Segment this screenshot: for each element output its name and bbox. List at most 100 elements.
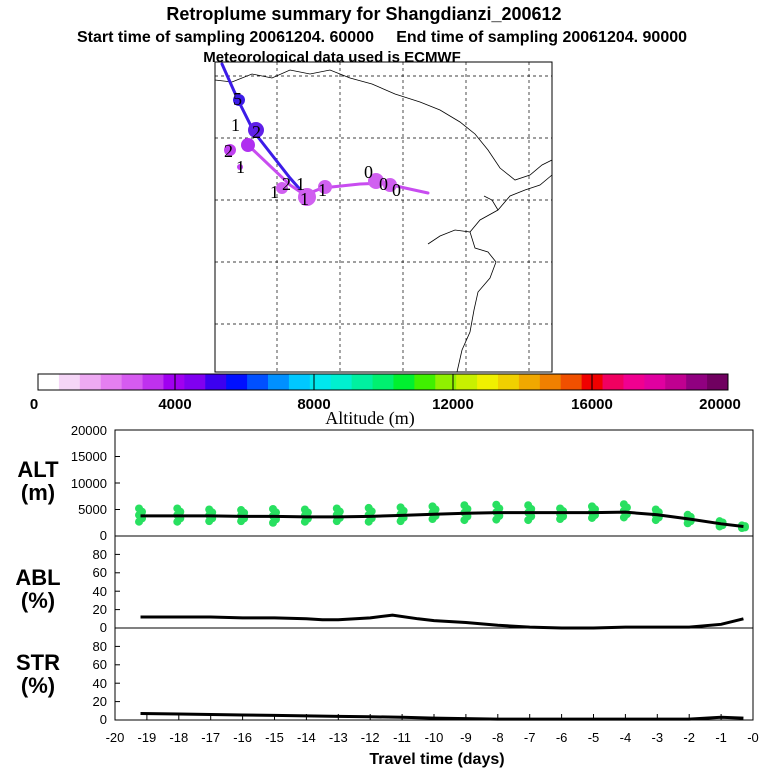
x-tick-label: -0 (747, 730, 759, 745)
alt-particle-dot (556, 504, 565, 513)
alt-particle-dot (492, 500, 501, 509)
colorbar-label: Altitude (m) (325, 408, 414, 429)
panel-gridlines (115, 456, 120, 703)
abl-unit: (%) (21, 588, 55, 613)
colorbar (37, 373, 729, 391)
colorbar-swatch (205, 374, 227, 390)
colorbar-swatch (330, 374, 353, 390)
abl-tick: 40 (93, 584, 107, 599)
map-frame (214, 61, 553, 373)
x-tick-label: -12 (361, 730, 380, 745)
abl-tick: 20 (93, 602, 107, 617)
colorbar-swatch (414, 374, 436, 390)
alt-particle-dot (396, 503, 405, 512)
alt-particle-dot (619, 500, 628, 509)
cluster-dot (298, 188, 316, 206)
str-tick: 80 (93, 639, 107, 654)
colorbar-swatch (602, 374, 624, 390)
alt-particle-dot (173, 504, 182, 513)
alt-tick: 10000 (71, 476, 107, 491)
colorbar-swatch (393, 374, 415, 390)
str-line (140, 712, 744, 721)
alt-particle-dot (269, 504, 277, 513)
x-tick-label: -6 (556, 730, 568, 745)
alt-particle-dot (588, 502, 596, 511)
colorbar-swatch (644, 374, 666, 390)
cluster-label: 0 (392, 180, 401, 200)
alt-particle-dot (460, 501, 469, 510)
cluster-dot (237, 164, 243, 170)
colorbar-swatch (309, 374, 332, 390)
alt-tick: 20000 (71, 423, 107, 438)
abl-tick: 60 (93, 565, 107, 580)
colorbar-swatch (79, 374, 102, 390)
x-tick-label: -7 (524, 730, 536, 745)
colorbar-swatch (351, 374, 374, 390)
alt-particle-dot (428, 502, 437, 511)
cluster-dot (318, 180, 332, 194)
colorbar-swatch (707, 374, 729, 390)
cluster-dot (248, 122, 264, 138)
colorbar-swatch (38, 374, 60, 390)
x-tick-label: -9 (460, 730, 472, 745)
cluster-label: 0 (364, 162, 373, 182)
x-tick-label: -8 (492, 730, 504, 745)
alt-unit: (m) (21, 480, 55, 505)
alt-particle-dot (651, 505, 660, 514)
colorbar-tick: 8000 (297, 396, 330, 413)
colorbar-swatch (498, 374, 520, 390)
str-unit: (%) (21, 673, 55, 698)
panel-frames (114, 429, 754, 721)
str-tick: 60 (93, 657, 107, 672)
alt-particle-dot (332, 504, 341, 513)
alt-particle-dot (300, 505, 309, 514)
cluster-dot (233, 94, 245, 106)
colorbar-swatch (58, 374, 81, 390)
colorbar-swatch (268, 374, 290, 390)
str-tick: 40 (93, 676, 107, 691)
cluster-label: 1 (231, 115, 240, 135)
track-lower (246, 143, 430, 197)
alt-particle-dot (237, 506, 246, 515)
alt-mean-line (140, 510, 744, 528)
x-tick-label: -4 (620, 730, 632, 745)
alt-particle-dot (364, 503, 373, 512)
cluster-label: 1 (296, 174, 305, 194)
colorbar-swatch (456, 374, 478, 390)
str-panel-frame (114, 627, 754, 721)
x-tick-label: -2 (683, 730, 695, 745)
alt-particle-dot (683, 510, 692, 519)
colorbar-swatch (560, 374, 583, 390)
colorbar-swatch (288, 374, 311, 390)
abl-panel-frame (114, 535, 754, 629)
alt-tick: 15000 (71, 449, 107, 464)
x-tick-label: -1 (715, 730, 727, 745)
colorbar-tick: 16000 (571, 396, 613, 413)
colorbar-swatch (372, 374, 394, 390)
x-tick-label: -18 (169, 730, 188, 745)
cluster-label: 5 (233, 89, 242, 109)
x-tick-label: -3 (652, 730, 664, 745)
alt-tick: 5000 (78, 502, 107, 517)
x-tick-label: -10 (425, 730, 444, 745)
colorbar-swatch (247, 374, 269, 390)
colorbar-swatch (477, 374, 499, 390)
x-tick-label: -17 (201, 730, 220, 745)
colorbar-tick: 4000 (158, 396, 191, 413)
x-tick-label: -5 (588, 730, 600, 745)
map-coastlines (214, 69, 553, 373)
abl-line (140, 613, 744, 630)
colorbar-swatch (121, 374, 144, 390)
cluster-label: 0 (379, 174, 388, 194)
str-y-ticks: 80 60 40 20 0 (93, 639, 107, 727)
x-tick-label: -19 (138, 730, 157, 745)
x-tick-label: -13 (329, 730, 348, 745)
x-tick-label: -11 (393, 730, 411, 745)
colorbar-swatch (539, 374, 562, 390)
cluster-label: 2 (282, 174, 291, 194)
x-tick-label: -14 (297, 730, 316, 745)
colorbar-swatch (665, 374, 687, 390)
colorbar-swatch (184, 374, 206, 390)
x-tick-label: -16 (233, 730, 252, 745)
